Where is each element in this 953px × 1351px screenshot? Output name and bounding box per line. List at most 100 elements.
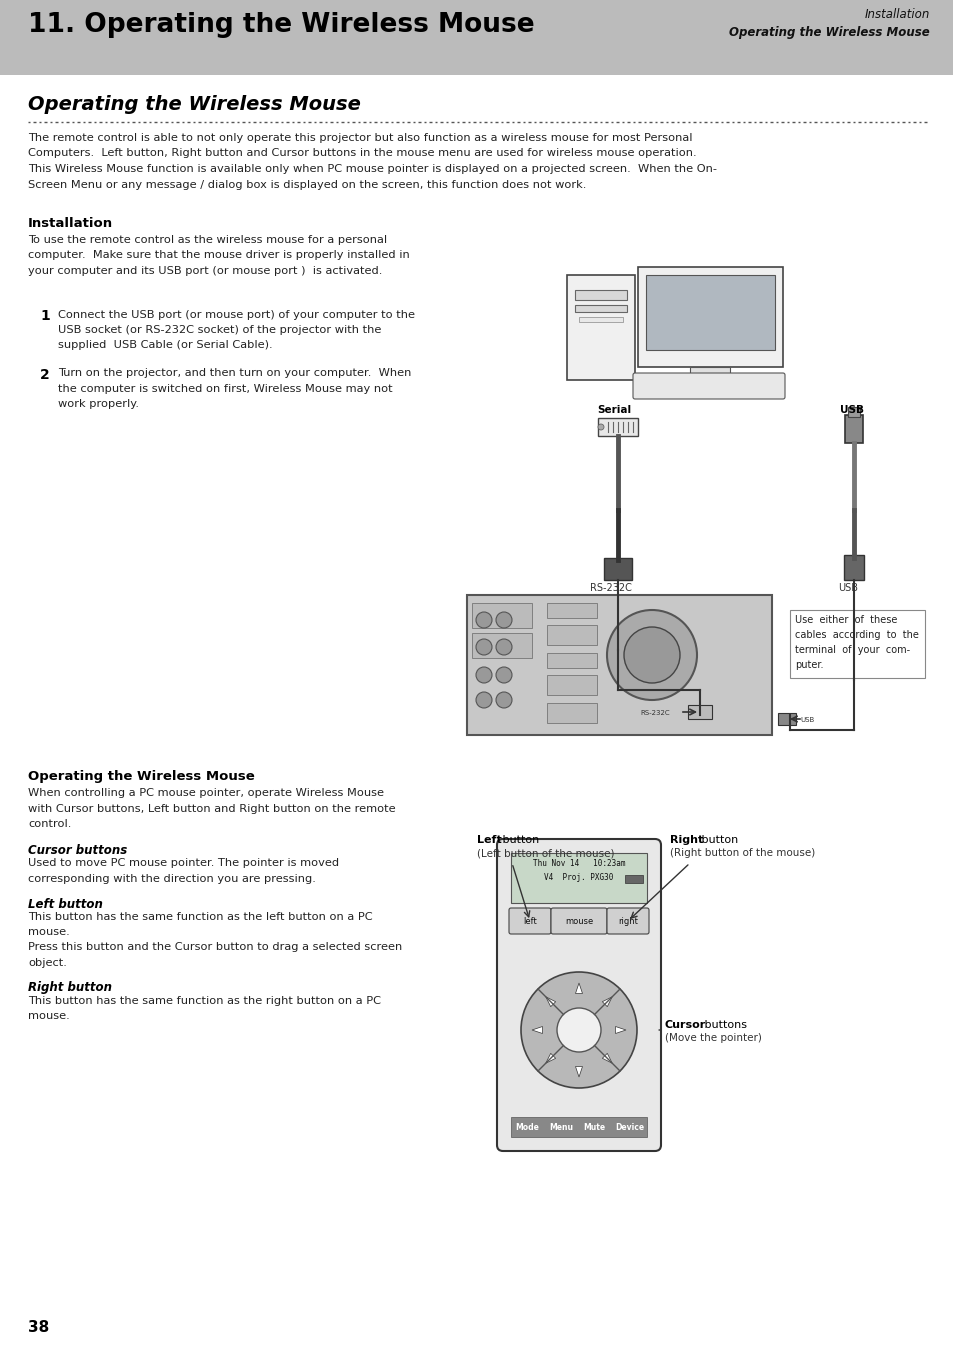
Text: 2: 2 (40, 367, 50, 382)
Text: Menu: Menu (548, 1123, 573, 1132)
Text: (Move the pointer): (Move the pointer) (664, 1034, 761, 1043)
Text: supplied  USB Cable (or Serial Cable).: supplied USB Cable (or Serial Cable). (58, 340, 273, 350)
Text: cables  according  to  the: cables according to the (794, 630, 918, 640)
Bar (679, 376, 740, 380)
Circle shape (476, 667, 492, 684)
Text: V4  Proj. PXG30: V4 Proj. PXG30 (544, 873, 613, 882)
Text: USB: USB (840, 405, 863, 415)
Bar (546, 703, 597, 723)
Text: RS-232C: RS-232C (589, 584, 631, 593)
Text: button: button (498, 835, 538, 844)
Text: puter.: puter. (794, 661, 822, 670)
Bar (687, 705, 711, 719)
Text: button: button (698, 835, 738, 844)
Text: Mute: Mute (582, 1123, 604, 1132)
Circle shape (496, 612, 512, 628)
Bar (546, 653, 597, 667)
Bar (472, 634, 532, 658)
Polygon shape (615, 1027, 625, 1034)
Circle shape (476, 692, 492, 708)
Text: USB: USB (800, 717, 814, 723)
FancyBboxPatch shape (509, 908, 551, 934)
Text: computer.  Make sure that the mouse driver is properly installed in: computer. Make sure that the mouse drive… (28, 250, 410, 261)
Bar (0, 0, 953, 76)
Text: Serial: Serial (597, 405, 631, 415)
Circle shape (496, 639, 512, 655)
Polygon shape (601, 1054, 612, 1063)
Bar (472, 603, 532, 628)
Text: Operating the Wireless Mouse: Operating the Wireless Mouse (28, 95, 360, 113)
Text: right: right (618, 917, 638, 927)
Text: terminal  of  your  com-: terminal of your com- (794, 644, 909, 655)
Text: 1: 1 (40, 309, 50, 323)
Text: Used to move PC mouse pointer. The pointer is moved: Used to move PC mouse pointer. The point… (28, 858, 338, 869)
Text: buttons: buttons (700, 1020, 746, 1029)
Bar (603, 558, 631, 580)
Text: 38: 38 (28, 1320, 50, 1335)
Text: This Wireless Mouse function is available only when PC mouse pointer is displaye: This Wireless Mouse function is availabl… (28, 163, 717, 174)
Polygon shape (601, 997, 612, 1006)
Text: with Cursor buttons, Left button and Right button on the remote: with Cursor buttons, Left button and Rig… (28, 804, 395, 813)
Text: object.: object. (28, 958, 67, 969)
Text: Turn on the projector, and then turn on your computer.  When: Turn on the projector, and then turn on … (58, 367, 411, 378)
Text: The remote control is able to not only operate this projector but also function : The remote control is able to not only o… (28, 132, 692, 143)
Bar (689, 367, 729, 376)
Text: This button has the same function as the left button on a PC: This button has the same function as the… (28, 912, 373, 921)
Circle shape (476, 612, 492, 628)
Bar (645, 276, 774, 350)
Text: This button has the same function as the right button on a PC: This button has the same function as the… (28, 996, 380, 1005)
Bar (843, 555, 863, 580)
Bar (578, 317, 622, 322)
Text: Left: Left (476, 835, 501, 844)
Text: mouse.: mouse. (28, 1011, 70, 1021)
Circle shape (557, 1008, 600, 1052)
Text: Installation: Installation (863, 8, 929, 22)
Polygon shape (545, 997, 555, 1006)
Bar (847, 407, 859, 417)
Bar (638, 267, 782, 367)
Text: the computer is switched on first, Wireless Mouse may not: the computer is switched on first, Wirel… (58, 384, 393, 393)
Bar (511, 1117, 646, 1138)
Bar (511, 852, 646, 902)
Circle shape (606, 611, 697, 700)
Text: Connect the USB port (or mouse port) of your computer to the: Connect the USB port (or mouse port) of … (58, 309, 415, 319)
Bar (789, 611, 924, 678)
Text: Press this button and the Cursor button to drag a selected screen: Press this button and the Cursor button … (28, 943, 402, 952)
Text: Left button: Left button (28, 897, 103, 911)
Circle shape (476, 639, 492, 655)
Polygon shape (575, 1066, 582, 1077)
Text: (Right button of the mouse): (Right button of the mouse) (669, 848, 815, 858)
Text: (Left button of the mouse): (Left button of the mouse) (476, 848, 614, 858)
Text: Right: Right (669, 835, 702, 844)
Bar (598, 417, 638, 436)
Text: USB socket (or RS-232C socket) of the projector with the: USB socket (or RS-232C socket) of the pr… (58, 326, 381, 335)
Circle shape (520, 971, 637, 1088)
Text: Cursor: Cursor (664, 1020, 705, 1029)
Text: control.: control. (28, 819, 71, 830)
Bar (575, 305, 626, 312)
Text: Installation: Installation (28, 218, 113, 230)
Bar (566, 276, 635, 380)
Text: left: left (522, 917, 537, 927)
Text: Operating the Wireless Mouse: Operating the Wireless Mouse (728, 26, 929, 39)
FancyBboxPatch shape (497, 839, 660, 1151)
Text: 11. Operating the Wireless Mouse: 11. Operating the Wireless Mouse (28, 12, 534, 38)
Text: your computer and its USB port (or mouse port )  is activated.: your computer and its USB port (or mouse… (28, 266, 382, 276)
Text: Mode: Mode (515, 1123, 538, 1132)
Polygon shape (532, 1027, 542, 1034)
Text: To use the remote control as the wireless mouse for a personal: To use the remote control as the wireles… (28, 235, 387, 245)
Text: Use  either  of  these: Use either of these (794, 615, 897, 626)
Bar (546, 626, 597, 644)
Text: When controlling a PC mouse pointer, operate Wireless Mouse: When controlling a PC mouse pointer, ope… (28, 788, 384, 798)
Text: mouse: mouse (564, 917, 593, 927)
Circle shape (496, 667, 512, 684)
Bar (778, 713, 795, 725)
FancyBboxPatch shape (551, 908, 606, 934)
Text: Thu Nov 14   10:23am: Thu Nov 14 10:23am (532, 859, 624, 867)
Circle shape (496, 692, 512, 708)
Text: RS-232C: RS-232C (639, 711, 669, 716)
Text: Right button: Right button (28, 981, 112, 994)
Text: Computers.  Left button, Right button and Cursor buttons in the mouse menu are u: Computers. Left button, Right button and… (28, 149, 696, 158)
Text: Screen Menu or any message / dialog box is displayed on the screen, this functio: Screen Menu or any message / dialog box … (28, 180, 586, 189)
Text: work properly.: work properly. (58, 399, 139, 409)
